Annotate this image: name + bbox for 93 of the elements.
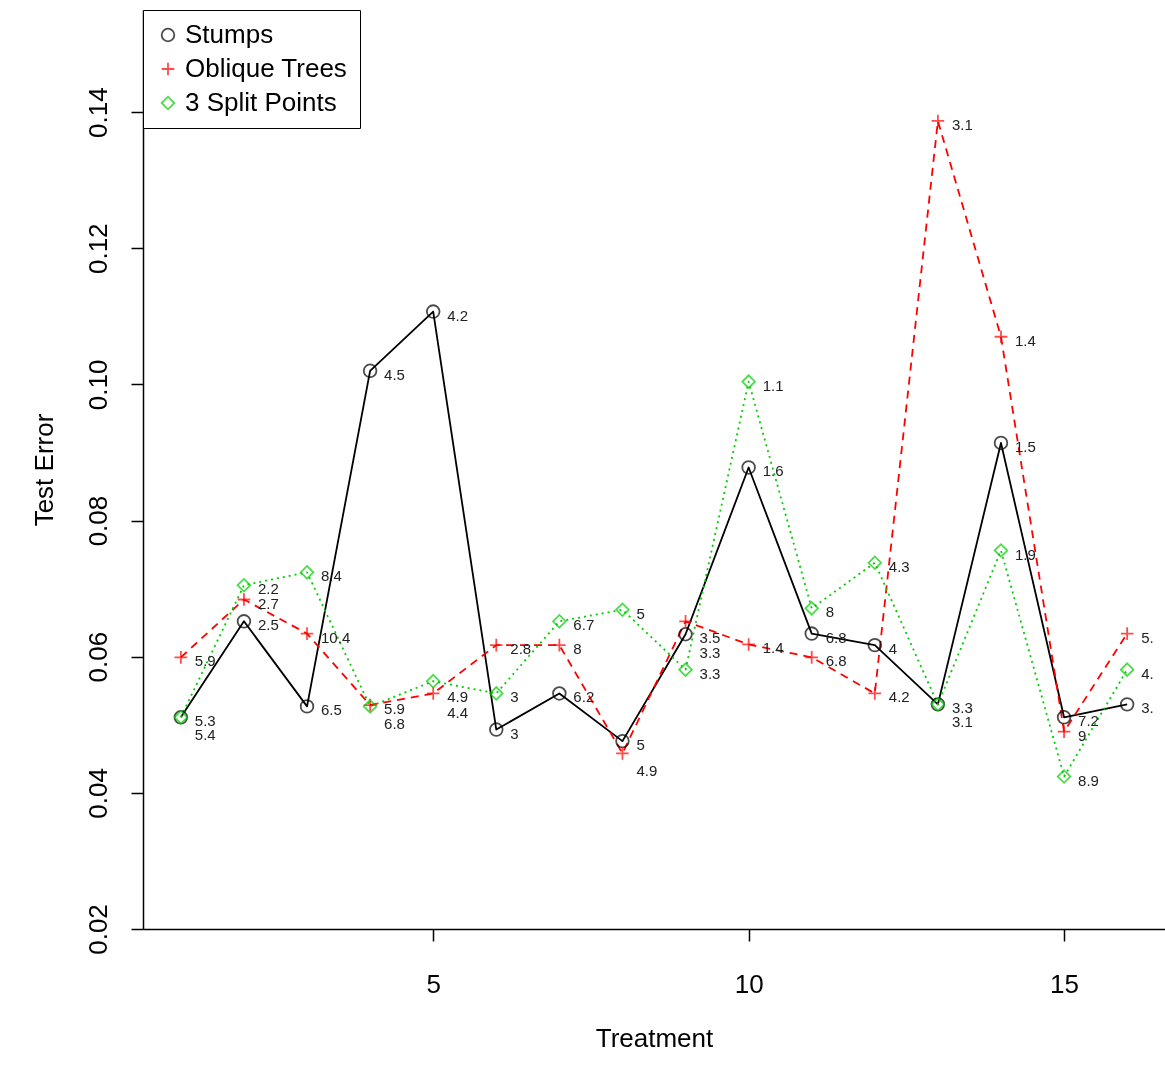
point [236,592,252,607]
annotation: 1.1 [762,376,784,394]
point [236,578,252,593]
annotation: 1.6 [762,462,784,480]
annotation: 3 [510,688,519,706]
y-tick-label: 0.10 [82,359,113,411]
y-tick-label: 0.14 [82,87,113,138]
point [930,113,946,129]
y-tick-label: 0.08 [82,495,113,547]
annotation: 4 [888,640,898,658]
point [236,614,252,629]
x-tick-label: 15 [1050,968,1080,999]
annotation: 4.5 [384,365,405,383]
point [741,460,756,475]
point [425,304,441,319]
annotation: 3.3 [699,644,721,662]
annotation: 3 [510,724,519,742]
annotation: 5 [636,736,645,754]
point [1119,697,1135,712]
annotation: 2.5 [257,616,279,634]
point [615,746,630,761]
annotation: 10.4 [321,628,351,646]
point [1056,724,1072,739]
point [1119,626,1135,641]
point [615,602,630,617]
annotation: 1.5 [1014,437,1036,455]
point [804,601,819,616]
annotation: 8.9 [1078,771,1099,789]
annotation: 5 [636,604,645,622]
point [299,626,315,641]
annotation: 8 [825,603,835,621]
annotation: 6.7 [573,616,595,634]
y-tick-label: 0.06 [82,631,113,683]
y-tick-label: 0.12 [82,223,113,275]
annotation: 5.9 [384,700,405,718]
point [552,686,567,701]
point [615,733,630,749]
y-tick-label: 0.02 [82,904,113,955]
point [993,329,1009,344]
annotation: 4.2 [447,306,469,324]
annotation: 3.3 [699,664,721,682]
x-tick-label: 5 [426,968,441,999]
point [1056,710,1072,725]
legend-label: Oblique Trees [185,53,347,83]
annotation: 3.1 [951,115,973,133]
annotation: 4.9 [636,762,658,780]
annotation: 4.4 [447,704,469,722]
point [804,626,819,641]
annotation: 6.5 [321,701,342,719]
point [1056,769,1072,784]
point [299,565,315,580]
annotation: 8 [573,640,582,658]
legend-label: 3 Split Points [185,87,337,117]
annotation: 6.8 [384,715,405,733]
point [173,650,189,665]
point [804,650,819,665]
annotation: 4.3 [888,557,910,575]
point [867,637,883,653]
point [1119,662,1135,677]
point [867,555,883,570]
point [362,363,378,379]
point [741,374,756,389]
annotation: 3.5 [699,629,721,647]
annotation: 2.8 [510,640,532,658]
annotation: 1.4 [1014,331,1036,349]
annotation: 4. [1141,664,1154,682]
y-tick-label: 0.04 [82,768,113,819]
point [552,637,567,653]
x-tick-label: 10 [734,968,764,999]
point [489,722,504,737]
point [489,637,504,653]
point [678,662,693,677]
legend-label: Stumps [185,19,274,49]
annotation: 4.9 [447,688,469,706]
annotation: 6.2 [573,688,595,706]
annotation: 5.9 [194,652,216,670]
point [489,686,504,701]
point [741,637,756,652]
y-axis-title: Test Error [28,413,59,527]
point [867,686,883,701]
point [425,673,441,689]
annotation: 5. [1141,628,1154,646]
point [678,627,693,642]
annotation: 4.2 [888,688,910,706]
point [425,686,441,701]
point [993,435,1009,451]
point [299,699,315,714]
x-axis-title: Treatment [595,1022,715,1053]
point [552,614,567,629]
annotation: 3. [1141,699,1154,717]
annotation: 6.8 [825,652,847,670]
point [993,543,1009,558]
point [678,614,693,629]
